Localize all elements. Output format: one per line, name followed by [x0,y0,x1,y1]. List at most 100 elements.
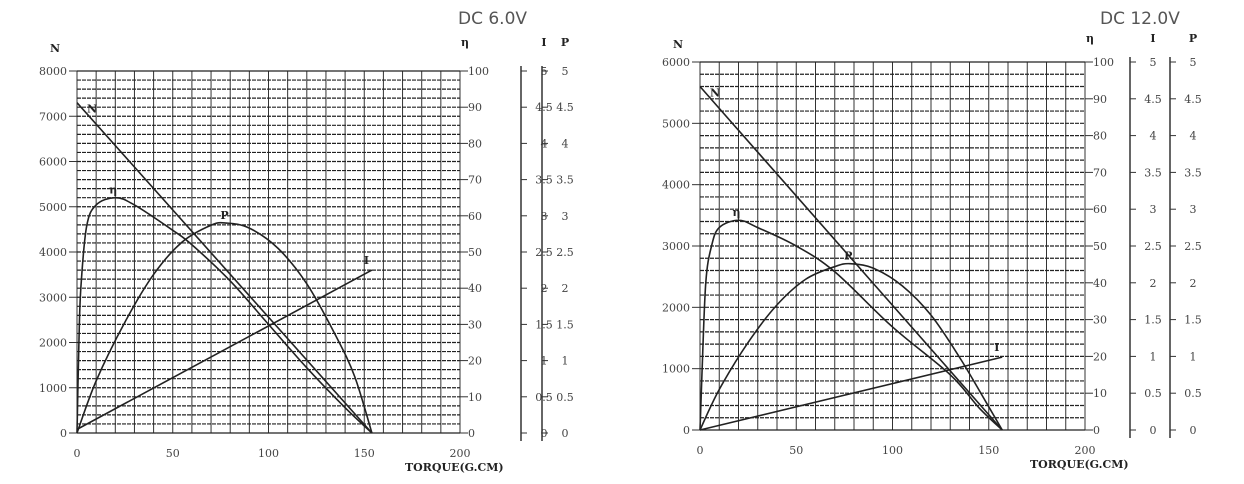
i-tick-label: 3.5 [1144,166,1162,179]
eta-tick-label: 40 [468,282,482,295]
n-tick-label: 6000 [662,56,690,69]
eta-tick-label: 70 [1093,166,1107,179]
p-tick-label: 3 [562,210,569,223]
i-axis-label: I [1150,32,1155,45]
p-tick-label: 2.5 [556,246,574,259]
n-tick-label: 5000 [662,117,690,130]
eta-tick-label: 80 [468,137,482,150]
current-curve [699,356,1003,431]
n-tick-label: 6000 [39,156,67,169]
p-tick-label: 2 [1190,277,1197,290]
p-tick-label: 1.5 [1184,314,1202,327]
n-tick-label: 0 [60,427,67,440]
efficiency-curve-label: η [109,184,117,197]
x-tick-label: 0 [74,447,81,460]
p-tick-label: 0.5 [556,391,574,404]
i-tick-label: 4 [1150,130,1157,143]
p-tick-label: 4 [1190,130,1197,143]
n-axis-label: N [673,38,683,51]
p-tick-label: 1 [1190,350,1197,363]
i-tick-label: 1.5 [1144,314,1162,327]
eta-axis-label: η [1086,32,1094,45]
p-tick-label: 0 [1190,424,1197,437]
eta-tick-label: 10 [1093,387,1107,400]
power-curve-label: P [220,209,228,222]
eta-tick-label: 30 [468,318,482,331]
p-tick-label: 4.5 [1184,93,1202,106]
x-tick-label: 100 [882,444,903,457]
eta-tick-label: 90 [1093,93,1107,106]
eta-tick-label: 80 [1093,130,1107,143]
eta-tick-label: 20 [468,355,482,368]
p-tick-label: 3.5 [556,174,574,187]
eta-tick-label: 0 [468,427,475,440]
x-tick-label: 100 [258,447,279,460]
speed-curve [76,102,373,434]
eta-tick-label: 60 [468,210,482,223]
x-tick-label: 150 [354,447,375,460]
p-tick-label: 4 [562,137,569,150]
power-curve [76,221,373,434]
eta-axis-label: η [461,36,469,49]
n-tick-label: 2000 [662,301,690,314]
eta-tick-label: 10 [468,391,482,404]
chart-title: DC 12.0V [1100,9,1180,29]
i-tick-label: 2 [1150,277,1157,290]
x-tick-label: 50 [789,444,803,457]
i-tick-label: 4.5 [1144,93,1162,106]
p-tick-label: 0.5 [1184,387,1202,400]
p-tick-label: 5 [1190,56,1197,69]
n-tick-label: 4000 [39,246,67,259]
current-curve [76,269,373,431]
p-tick-label: 3.5 [1184,166,1202,179]
p-axis-label: P [561,36,569,49]
x-tick-label: 150 [978,444,999,457]
p-tick-label: 3 [1190,203,1197,216]
i-tick-label: 5 [1150,56,1157,69]
i-tick-label: 0 [1150,424,1157,437]
i-axis-label: I [541,36,546,49]
n-tick-label: 1000 [662,363,690,376]
i-tick-label: 2.5 [1144,240,1162,253]
eta-tick-label: 40 [1093,277,1107,290]
x-axis-label: TORQUE(G.CM) [405,461,504,474]
eta-tick-label: 50 [1093,240,1107,253]
efficiency-curve [76,196,373,434]
current-curve-label: I [994,341,999,354]
p-tick-label: 1 [562,355,569,368]
eta-tick-label: 100 [1093,56,1114,69]
n-axis-label: N [50,42,60,55]
eta-tick-label: 60 [1093,203,1107,216]
n-tick-label: 1000 [39,382,67,395]
efficiency-curve-label: η [733,206,741,219]
n-tick-label: 8000 [39,65,67,78]
n-tick-label: 5000 [39,201,67,214]
n-tick-label: 3000 [662,240,690,253]
power-curve-label: P [844,250,852,263]
chart-title: DC 6.0V [458,9,527,29]
p-tick-label: 0 [562,427,569,440]
n-tick-label: 4000 [662,179,690,192]
speed-curve-label: N [710,87,720,100]
speed-curve-label: N [87,103,97,116]
speed-curve [699,86,1003,431]
x-tick-label: 0 [697,444,704,457]
i-tick-label: 0.5 [1144,387,1162,400]
eta-tick-label: 0 [1093,424,1100,437]
current-curve-label: I [364,254,369,267]
n-tick-label: 7000 [39,110,67,123]
p-axis-label: P [1189,32,1197,45]
n-tick-label: 3000 [39,291,67,304]
x-tick-label: 50 [166,447,180,460]
x-tick-label: 200 [450,447,471,460]
eta-tick-label: 70 [468,174,482,187]
p-tick-label: 2.5 [1184,240,1202,253]
i-tick-label: 1 [1150,350,1157,363]
eta-tick-label: 20 [1093,350,1107,363]
n-tick-label: 0 [683,424,690,437]
p-tick-label: 4.5 [556,101,574,114]
eta-tick-label: 90 [468,101,482,114]
eta-tick-label: 100 [468,65,489,78]
power-curve [699,262,1003,431]
